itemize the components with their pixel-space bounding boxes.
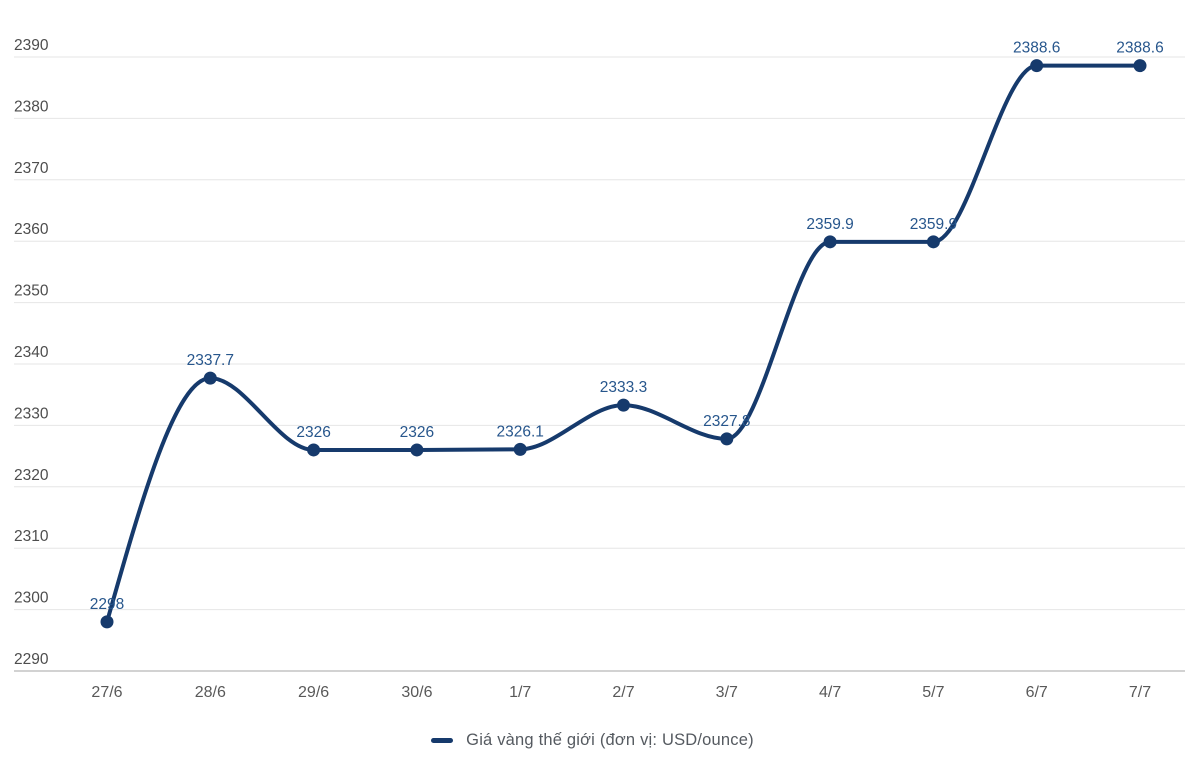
y-tick-label: 2340 [14, 344, 49, 361]
y-tick-label: 2300 [14, 590, 49, 607]
y-tick-label: 2320 [14, 467, 49, 484]
x-tick-label: 6/7 [1026, 684, 1048, 701]
data-point-label: 2388.6 [1116, 40, 1163, 57]
x-tick-label: 5/7 [922, 684, 944, 701]
data-point[interactable] [513, 442, 527, 456]
data-point[interactable] [617, 398, 630, 412]
data-point-label: 2337.7 [187, 352, 234, 369]
series-line [105, 63, 1142, 624]
data-point[interactable] [1030, 59, 1044, 73]
y-tick-label: 2380 [14, 98, 49, 115]
data-point[interactable] [1133, 59, 1147, 73]
y-tick-label: 2290 [14, 651, 49, 668]
data-point-label: 2359.9 [806, 216, 853, 233]
data-point-label: 2326 [296, 424, 330, 441]
legend-label: Giá vàng thế giới (đơn vị: USD/ounce) [466, 731, 754, 749]
data-point[interactable] [410, 443, 424, 457]
y-tick-label: 2310 [14, 528, 49, 545]
data-point-label: 2298 [90, 596, 124, 613]
data-point[interactable] [720, 432, 734, 446]
data-point-label: 2326.1 [496, 423, 543, 440]
x-tick-label: 1/7 [509, 684, 531, 701]
y-tick-label: 2370 [14, 160, 49, 177]
data-point[interactable] [307, 443, 321, 457]
data-point-label: 2327.8 [703, 413, 750, 430]
x-tick-label: 28/6 [195, 684, 226, 701]
x-tick-label: 2/7 [612, 684, 634, 701]
x-tick-label: 4/7 [819, 684, 841, 701]
data-point[interactable] [203, 371, 217, 385]
data-point[interactable] [100, 615, 114, 629]
data-point[interactable] [926, 235, 940, 249]
x-tick-label: 7/7 [1129, 684, 1151, 701]
legend-line-swatch [431, 738, 454, 743]
x-tick-label: 3/7 [716, 684, 738, 701]
y-tick-label: 2350 [14, 283, 49, 300]
y-tick-label: 2360 [14, 221, 49, 238]
data-point-label: 2359.9 [910, 216, 957, 233]
y-tick-label: 2330 [14, 405, 49, 422]
legend: Giá vàng thế giới (đơn vị: USD/ounce) [0, 731, 1185, 750]
data-point-label: 2326 [400, 424, 434, 441]
data-point-label: 2388.6 [1013, 40, 1060, 57]
x-tick-label: 30/6 [401, 684, 432, 701]
y-tick-label: 2390 [14, 37, 49, 54]
data-point-label: 2333.3 [600, 379, 647, 396]
data-point[interactable] [823, 235, 837, 249]
x-tick-label: 27/6 [91, 684, 122, 701]
x-tick-label: 29/6 [298, 684, 329, 701]
